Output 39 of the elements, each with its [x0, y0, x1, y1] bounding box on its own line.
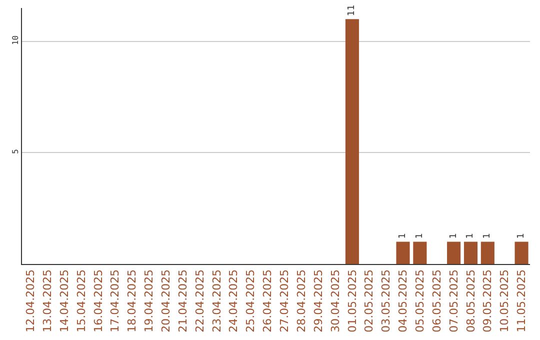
x-tick-label: 12.04.2025 — [24, 269, 38, 332]
x-tick-label: 16.04.2025 — [92, 269, 105, 332]
x-tick-label: 27.04.2025 — [278, 269, 292, 332]
x-tick-label: 01.05.2025 — [346, 269, 359, 332]
x-tick-label: 02.05.2025 — [362, 269, 376, 332]
y-tick-label: 10 — [10, 35, 20, 46]
data-label: 1 — [482, 233, 493, 239]
x-tick-label: 05.05.2025 — [414, 269, 427, 332]
data-label: 1 — [516, 233, 527, 239]
y-tick-label: 5 — [10, 148, 20, 154]
x-tick-label: 29.04.2025 — [312, 269, 325, 332]
x-tick-label: 23.04.2025 — [210, 269, 224, 332]
x-tick-label: 25.04.2025 — [244, 269, 258, 332]
x-tick-label: 11.05.2025 — [515, 269, 528, 332]
x-tick-label: 09.05.2025 — [481, 269, 494, 332]
x-tick-label: 28.04.2025 — [294, 269, 308, 332]
x-tick-label: 07.05.2025 — [447, 269, 460, 332]
data-label: 1 — [398, 233, 408, 239]
x-tick-label: 15.04.2025 — [74, 269, 88, 332]
data-label: 11 — [347, 4, 358, 16]
x-tick-label: 20.04.2025 — [160, 269, 173, 332]
x-tick-label: 04.05.2025 — [396, 269, 410, 332]
data-label: 1 — [466, 233, 476, 239]
data-label: 1 — [414, 233, 425, 239]
x-tick-label: 17.04.2025 — [108, 269, 122, 332]
x-tick-label: 22.04.2025 — [193, 269, 206, 332]
x-tick-label: 14.04.2025 — [58, 269, 71, 332]
x-tick-label: 21.04.2025 — [176, 269, 190, 332]
x-tick-label: 26.04.2025 — [261, 269, 274, 332]
x-tick-label: 06.05.2025 — [430, 269, 444, 332]
x-tick-label: 24.04.2025 — [227, 269, 240, 332]
x-tick-label: 13.04.2025 — [40, 269, 54, 332]
x-tick-label: 30.04.2025 — [328, 269, 342, 332]
x-tick-label: 19.04.2025 — [142, 269, 156, 332]
x-tick-label: 18.04.2025 — [126, 269, 139, 332]
x-tick-label: 03.05.2025 — [380, 269, 393, 332]
data-label: 1 — [448, 233, 459, 239]
x-tick-label: 08.05.2025 — [464, 269, 478, 332]
x-tick-label: 10.05.2025 — [498, 269, 512, 332]
